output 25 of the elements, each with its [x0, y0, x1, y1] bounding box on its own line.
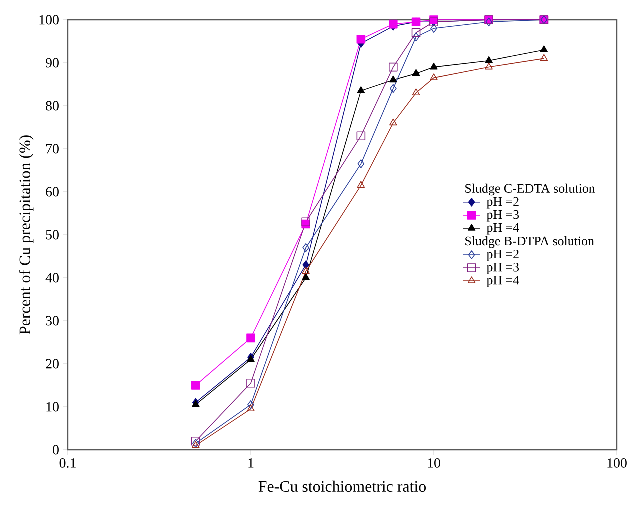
y-tick-label: 100 [40, 15, 59, 25]
y-tick-label: 90 [46, 58, 59, 68]
x-tick-label: 10 [428, 458, 440, 468]
y-tick-label: 10 [46, 402, 59, 412]
y-axis-title: Percent of Cu precipitation (%) [19, 136, 34, 335]
annotation: Sludge C-EDTA solution [466, 184, 596, 196]
legend-label: pH =4 [486, 276, 520, 288]
y-tick-label: 0 [53, 445, 59, 455]
legend-label: pH =4 [486, 223, 520, 235]
y-tick-label: 50 [46, 230, 59, 240]
legend-label: pH =2 [486, 197, 519, 209]
x-tick-label: 0.1 [60, 458, 76, 468]
y-tick-label: 60 [46, 187, 59, 197]
y-tick-label: 40 [46, 273, 59, 283]
legend-label: pH =2 [486, 250, 519, 262]
y-tick-label: 30 [46, 316, 59, 326]
y-tick-label: 70 [46, 144, 59, 154]
legend-label: pH =3 [486, 210, 520, 222]
x-tick-label: 1 [248, 458, 254, 468]
legend-label: pH =3 [486, 263, 520, 274]
x-tick-label: 100 [608, 458, 627, 468]
annotation: Sludge B-DTPA solution [466, 236, 594, 248]
y-tick-label: 20 [46, 359, 59, 369]
x-axis-title: Fe-Cu stoichiometric ratio [258, 480, 426, 492]
y-tick-label: 80 [46, 101, 59, 111]
